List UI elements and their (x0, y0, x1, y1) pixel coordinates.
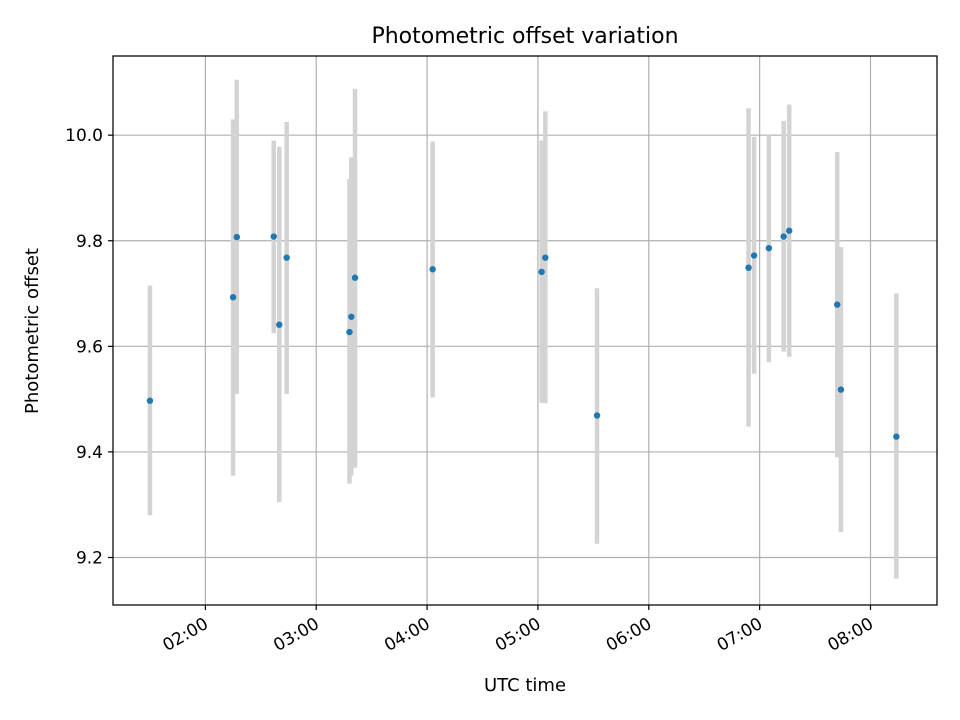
data-point (542, 254, 549, 261)
data-point (229, 294, 237, 301)
data-point (785, 227, 793, 234)
plot-frame (112, 55, 938, 606)
data-points (146, 227, 900, 440)
data-point (348, 313, 355, 320)
chart-title: Photometric offset variation (371, 24, 678, 49)
y-tick-label: 9.2 (76, 548, 103, 568)
data-point (765, 244, 773, 252)
y-tick-label: 10.0 (65, 126, 103, 146)
data-point (233, 233, 240, 241)
data-point (276, 321, 283, 328)
data-point (750, 252, 758, 259)
data-point (834, 301, 841, 308)
data-point (893, 433, 900, 440)
data-point (270, 233, 277, 240)
data-point (780, 233, 787, 240)
data-point (745, 264, 752, 271)
data-point (283, 254, 290, 261)
y-tick-label: 9.4 (76, 443, 103, 463)
y-axis-title: Photometric offset (22, 248, 43, 414)
data-point (837, 386, 845, 393)
data-point (346, 328, 353, 336)
y-tick-label: 9.6 (76, 337, 103, 357)
data-point (146, 397, 154, 404)
data-point (351, 274, 359, 281)
y-tick-label: 9.8 (76, 232, 103, 252)
grid-lines (113, 56, 937, 605)
data-point (593, 412, 601, 419)
x-axis-title: UTC time (484, 675, 566, 696)
data-point (538, 268, 545, 276)
data-point (429, 266, 436, 273)
plot-area-background (113, 56, 937, 605)
